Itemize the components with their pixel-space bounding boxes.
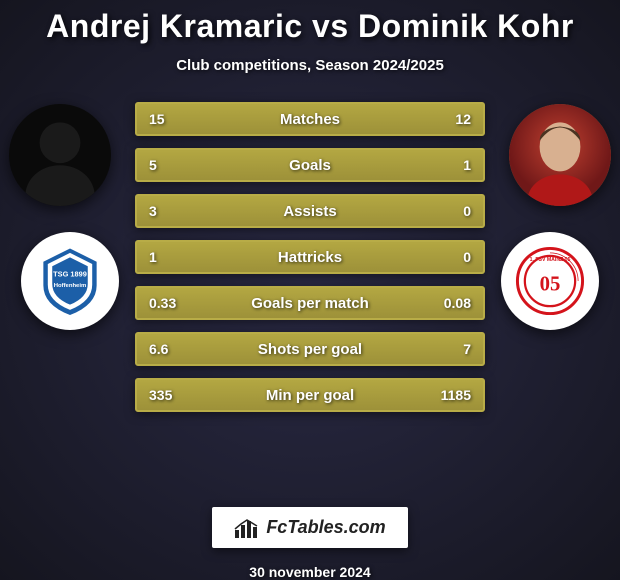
bar-chart-icon <box>234 518 258 538</box>
player2-club-logo: 05 1. FSV MAINZ 05 <box>501 232 599 330</box>
player2-avatar <box>509 104 611 206</box>
stat-value-right: 0.08 <box>444 295 471 311</box>
stat-bar: 6.6 Shots per goal 7 <box>135 332 485 366</box>
stat-bar: 1 Hattricks 0 <box>135 240 485 274</box>
comparison-area: TSG 1899 Hoffenheim 05 1. FSV MAINZ 05 1… <box>0 102 620 501</box>
avatar-placeholder-icon <box>509 104 611 206</box>
player1-avatar <box>9 104 111 206</box>
stat-bar: 15 Matches 12 <box>135 102 485 136</box>
date: 30 november 2024 <box>249 564 370 580</box>
brand-text: FcTables.com <box>266 517 385 538</box>
svg-text:TSG 1899: TSG 1899 <box>53 270 87 279</box>
stat-label: Goals per match <box>251 295 369 312</box>
stat-bar: 5 Goals 1 <box>135 148 485 182</box>
stat-value-right: 0 <box>463 203 471 219</box>
stat-value-left: 3 <box>149 203 157 219</box>
title-player2: Dominik Kohr <box>358 8 574 44</box>
stat-label: Matches <box>280 111 340 128</box>
player1-club-logo: TSG 1899 Hoffenheim <box>21 232 119 330</box>
mainz-logo-icon: 05 1. FSV MAINZ 05 <box>513 244 587 318</box>
svg-text:Hoffenheim: Hoffenheim <box>54 283 86 289</box>
svg-text:05: 05 <box>540 274 561 296</box>
page-title: Andrej Kramaric vs Dominik Kohr <box>46 8 574 45</box>
title-vs: vs <box>312 8 349 44</box>
stat-value-left: 335 <box>149 387 172 403</box>
hoffenheim-logo-icon: TSG 1899 Hoffenheim <box>33 244 107 318</box>
stat-bars-container: 15 Matches 12 5 Goals 1 3 Assists 0 1 Hattricks 0 0.… <box>135 102 485 412</box>
stat-value-left: 0.33 <box>149 295 176 311</box>
avatar-placeholder-icon <box>9 104 111 206</box>
stat-bar: 3 Assists 0 <box>135 194 485 228</box>
subtitle: Club competitions, Season 2024/2025 <box>176 57 444 74</box>
stat-value-right: 1185 <box>441 387 471 403</box>
stat-value-left: 5 <box>149 157 157 173</box>
stat-value-right: 12 <box>455 111 471 127</box>
svg-text:1. FSV MAINZ 05: 1. FSV MAINZ 05 <box>530 257 571 263</box>
stat-value-right: 1 <box>463 157 471 173</box>
stat-value-left: 15 <box>149 111 165 127</box>
brand-badge: FcTables.com <box>212 507 407 548</box>
stat-label: Hattricks <box>278 249 342 266</box>
content-root: Andrej Kramaric vs Dominik Kohr Club com… <box>0 0 620 580</box>
stat-value-left: 1 <box>149 249 157 265</box>
title-player1: Andrej Kramaric <box>46 8 302 44</box>
stat-label: Goals <box>289 157 331 174</box>
stat-value-right: 0 <box>463 249 471 265</box>
stat-bar: 0.33 Goals per match 0.08 <box>135 286 485 320</box>
stat-bar: 335 Min per goal 1185 <box>135 378 485 412</box>
stat-label: Shots per goal <box>258 341 362 358</box>
stat-value-right: 7 <box>463 341 471 357</box>
stat-value-left: 6.6 <box>149 341 168 357</box>
stat-label: Assists <box>283 203 336 220</box>
stat-label: Min per goal <box>266 387 354 404</box>
